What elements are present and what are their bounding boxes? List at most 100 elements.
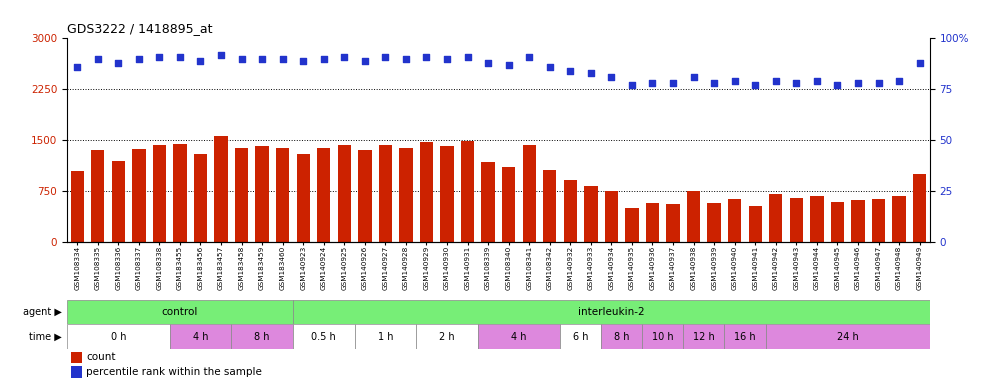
Bar xyxy=(646,203,659,242)
Point xyxy=(686,74,702,80)
Bar xyxy=(687,191,701,242)
Bar xyxy=(276,148,289,242)
Point xyxy=(624,82,640,88)
Text: 10 h: 10 h xyxy=(652,332,674,342)
Text: 4 h: 4 h xyxy=(512,332,526,342)
Point xyxy=(871,80,887,86)
Bar xyxy=(666,204,680,242)
Point xyxy=(665,80,681,86)
Bar xyxy=(766,324,930,349)
Bar xyxy=(111,161,125,242)
Point xyxy=(583,70,598,76)
Point xyxy=(69,64,85,70)
Bar xyxy=(71,352,82,363)
Bar xyxy=(67,324,169,349)
Bar xyxy=(256,146,269,242)
Bar xyxy=(317,148,331,242)
Point xyxy=(172,54,188,60)
Bar xyxy=(810,196,824,242)
Point xyxy=(152,54,167,60)
Text: 6 h: 6 h xyxy=(573,332,588,342)
Bar xyxy=(461,141,474,242)
Bar xyxy=(441,146,454,242)
Bar xyxy=(173,144,187,242)
Point xyxy=(110,60,126,66)
Bar xyxy=(92,151,104,242)
Text: 0.5 h: 0.5 h xyxy=(311,332,337,342)
Point xyxy=(131,56,147,62)
Bar xyxy=(564,179,577,242)
Bar xyxy=(851,200,865,242)
Bar xyxy=(235,148,248,242)
Bar xyxy=(605,191,618,242)
Bar xyxy=(625,208,639,242)
Bar xyxy=(132,149,146,242)
Bar xyxy=(560,324,601,349)
Point xyxy=(645,80,660,86)
Bar xyxy=(67,300,293,324)
Bar xyxy=(215,136,227,242)
Bar xyxy=(231,324,293,349)
Point xyxy=(912,60,928,66)
Text: count: count xyxy=(86,353,115,362)
Point xyxy=(501,62,517,68)
Bar xyxy=(354,324,416,349)
Point xyxy=(316,56,332,62)
Text: 4 h: 4 h xyxy=(193,332,209,342)
Point xyxy=(295,58,311,64)
Bar xyxy=(543,170,556,242)
Text: 0 h: 0 h xyxy=(110,332,126,342)
Point xyxy=(357,58,373,64)
Point xyxy=(809,78,825,84)
Bar xyxy=(724,324,766,349)
Bar xyxy=(296,154,310,242)
Bar xyxy=(913,174,926,242)
Point xyxy=(892,78,907,84)
Text: GDS3222 / 1418895_at: GDS3222 / 1418895_at xyxy=(67,22,213,35)
Text: 24 h: 24 h xyxy=(836,332,859,342)
Point xyxy=(603,74,619,80)
Text: time ▶: time ▶ xyxy=(30,332,62,342)
Bar xyxy=(523,145,536,242)
Bar xyxy=(643,324,683,349)
Point xyxy=(378,54,394,60)
Point xyxy=(418,54,434,60)
Point xyxy=(275,56,290,62)
Bar xyxy=(358,151,372,242)
Bar xyxy=(169,324,231,349)
Bar xyxy=(420,142,433,242)
Bar xyxy=(892,196,905,242)
Point xyxy=(90,56,105,62)
Bar xyxy=(293,324,354,349)
Bar xyxy=(601,324,643,349)
Bar xyxy=(707,203,721,242)
Bar xyxy=(400,147,412,242)
Text: agent ▶: agent ▶ xyxy=(23,307,62,317)
Bar xyxy=(728,199,741,242)
Point xyxy=(399,56,414,62)
Point xyxy=(830,82,845,88)
Bar xyxy=(872,199,886,242)
Point xyxy=(214,51,229,58)
Point xyxy=(460,54,475,60)
Bar xyxy=(71,171,84,242)
Bar xyxy=(478,324,560,349)
Point xyxy=(480,60,496,66)
Point xyxy=(850,80,866,86)
Bar xyxy=(194,154,208,242)
Text: percentile rank within the sample: percentile rank within the sample xyxy=(86,367,262,377)
Bar xyxy=(683,324,724,349)
Point xyxy=(563,68,579,74)
Bar xyxy=(338,145,351,242)
Text: 8 h: 8 h xyxy=(254,332,270,342)
Point xyxy=(233,56,249,62)
Point xyxy=(788,80,804,86)
Point xyxy=(522,54,537,60)
Text: interleukin-2: interleukin-2 xyxy=(578,307,645,317)
Point xyxy=(337,54,352,60)
Point xyxy=(439,56,455,62)
Bar xyxy=(379,145,392,242)
Bar xyxy=(769,194,782,242)
Point xyxy=(748,82,764,88)
Point xyxy=(768,78,783,84)
